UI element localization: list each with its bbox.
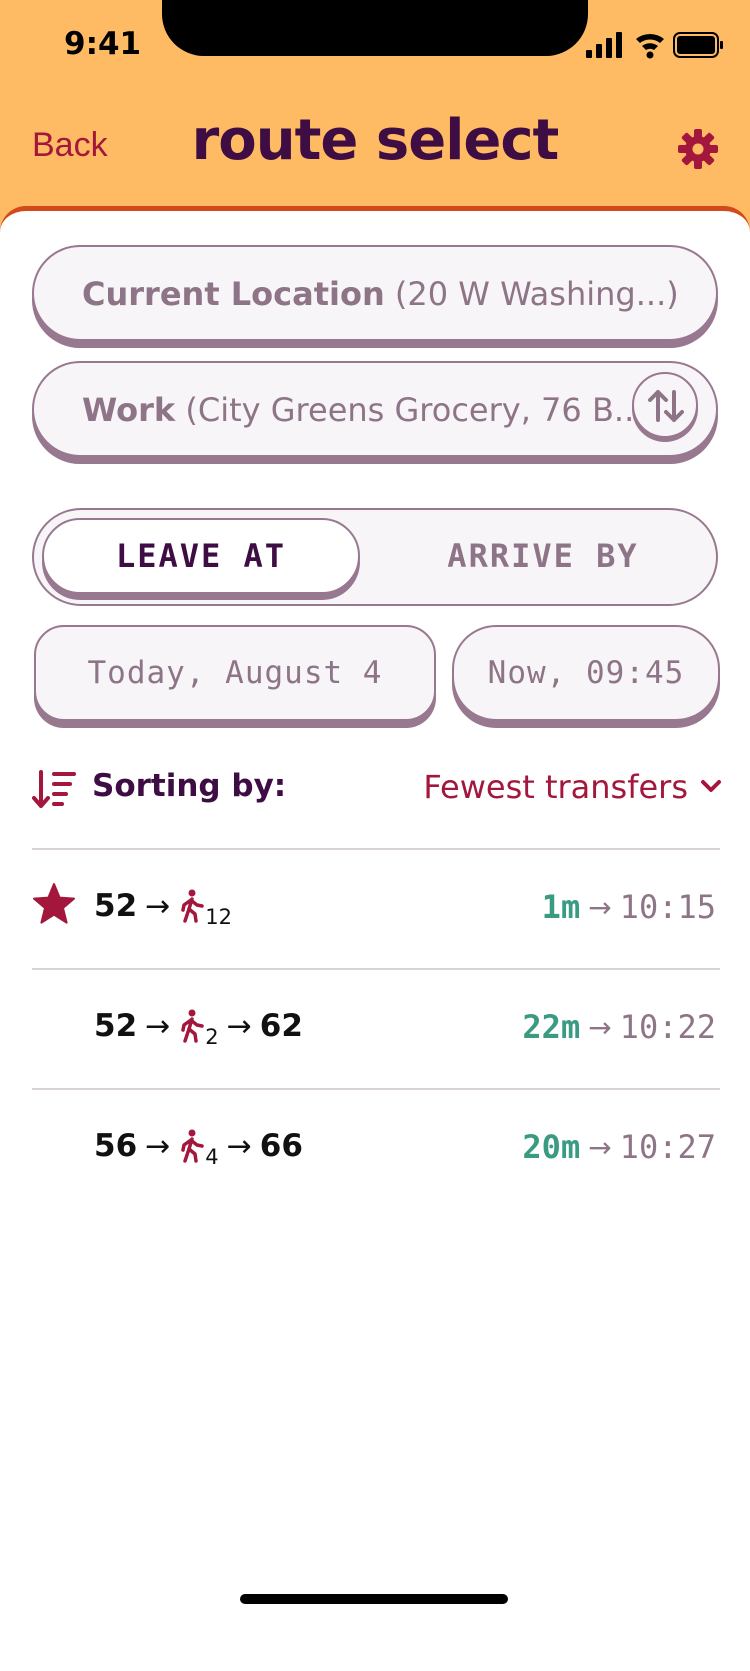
- arrival-time: 10:22: [619, 1008, 716, 1046]
- arrow-right-icon: →: [145, 888, 171, 924]
- bus-line: 66: [259, 1128, 303, 1164]
- divider: [32, 848, 720, 850]
- page-title: route select: [191, 108, 560, 173]
- route-time: 1m → 10:15: [542, 888, 716, 926]
- walking-person-icon: [181, 889, 205, 923]
- time-picker[interactable]: Now, 09:45: [452, 625, 720, 721]
- route-time: 22m → 10:22: [522, 1008, 716, 1046]
- origin-name: Current Location: [82, 275, 385, 313]
- bus-line: 52: [94, 1008, 138, 1044]
- arrow-right-icon: →: [226, 1128, 252, 1164]
- back-button[interactable]: Back: [32, 126, 108, 164]
- arrow-right-icon: →: [588, 890, 612, 924]
- walk-segment: 2: [178, 1009, 219, 1049]
- bus-line: 52: [94, 888, 138, 924]
- sort-row: Sorting by: Fewest transfers: [32, 764, 722, 814]
- arrival-time: 10:15: [619, 888, 716, 926]
- leave-at-tab[interactable]: LEAVE AT: [42, 518, 360, 594]
- origin-text: Current Location (20 W Washing...): [82, 275, 679, 313]
- route-legs: 56 → 4 → 66: [94, 1128, 303, 1169]
- walk-segment: 12: [178, 889, 232, 929]
- bus-line: 62: [259, 1008, 303, 1044]
- sort-label: Sorting by:: [92, 768, 287, 804]
- route-duration: 20m: [522, 1128, 581, 1166]
- route-legs: 52 → 2 → 62: [94, 1008, 303, 1049]
- arrow-right-icon: →: [588, 1010, 612, 1044]
- device-notch: [162, 0, 588, 56]
- destination-text: Work (City Greens Grocery, 76 B...): [82, 391, 657, 429]
- status-icons: [586, 32, 723, 59]
- chevron-down-icon[interactable]: [700, 778, 722, 794]
- route-duration: 1m: [541, 888, 581, 926]
- route-duration: 22m: [522, 1008, 581, 1046]
- route-row[interactable]: 52 → 12 1m → 10:15: [0, 852, 750, 970]
- arrow-right-icon: →: [226, 1008, 252, 1044]
- divider: [32, 968, 720, 970]
- time-value: Now, 09:45: [487, 655, 685, 691]
- arrow-right-icon: →: [145, 1128, 171, 1164]
- time-mode-toggle: LEAVE AT ARRIVE BY: [32, 508, 718, 606]
- date-picker[interactable]: Today, August 4: [34, 625, 436, 721]
- destination-name: Work: [82, 391, 176, 429]
- wifi-icon: [636, 33, 664, 59]
- star-icon[interactable]: [32, 882, 76, 926]
- route-row[interactable]: 52 → 2 → 62 22m → 10:22: [0, 972, 750, 1090]
- walking-person-icon: [181, 1009, 205, 1043]
- gear-icon[interactable]: [677, 128, 719, 170]
- header-bar: 9:41 Back route select: [0, 0, 750, 240]
- sort-selector[interactable]: Fewest transfers: [423, 768, 688, 806]
- status-time: 9:41: [64, 26, 142, 62]
- swap-locations-button[interactable]: [632, 372, 698, 438]
- arrow-right-icon: →: [145, 1008, 171, 1044]
- date-value: Today, August 4: [87, 655, 383, 691]
- home-indicator[interactable]: [240, 1594, 508, 1604]
- destination-field[interactable]: Work (City Greens Grocery, 76 B...): [32, 361, 718, 457]
- cellular-signal-icon: [586, 32, 622, 58]
- swap-arrows-icon: [648, 390, 684, 422]
- arrow-right-icon: →: [588, 1130, 612, 1164]
- origin-detail: (20 W Washing...): [394, 275, 679, 313]
- origin-field[interactable]: Current Location (20 W Washing...): [32, 245, 718, 341]
- walk-minutes: 2: [205, 1025, 219, 1049]
- destination-detail: (City Greens Grocery, 76 B...): [185, 391, 657, 429]
- route-legs: 52 → 12: [94, 888, 232, 929]
- walk-minutes: 12: [205, 905, 233, 929]
- walking-person-icon: [181, 1129, 205, 1163]
- route-row[interactable]: 56 → 4 → 66 20m → 10:27: [0, 1092, 750, 1210]
- bus-line: 56: [94, 1128, 138, 1164]
- battery-icon: [673, 32, 723, 58]
- divider: [32, 1088, 720, 1090]
- route-time: 20m → 10:27: [522, 1128, 716, 1166]
- arrival-time: 10:27: [619, 1128, 716, 1166]
- arrive-by-tab[interactable]: ARRIVE BY: [447, 537, 639, 575]
- sort-descending-icon: [32, 770, 76, 808]
- walk-segment: 4: [178, 1129, 219, 1169]
- walk-minutes: 4: [205, 1145, 219, 1169]
